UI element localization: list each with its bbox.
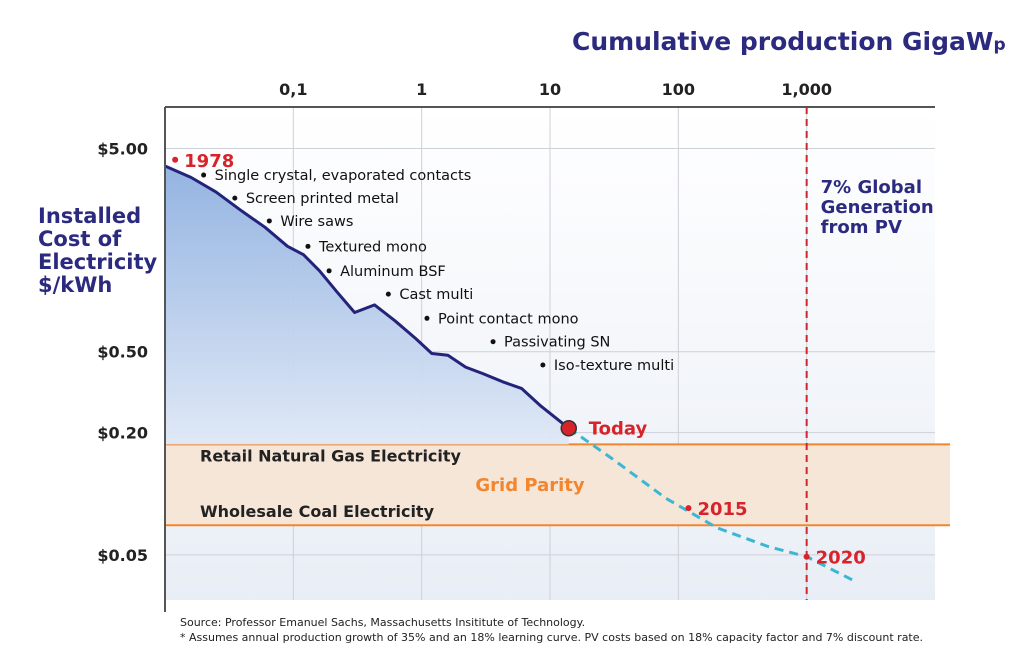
milestone-label: 1978 [184, 151, 234, 172]
milestone-marker [803, 553, 810, 560]
annotation-label: Textured mono [318, 239, 427, 255]
x-tick-label: 10 [539, 80, 561, 99]
annotation-label: Passivating SN [504, 335, 610, 351]
annotation-label: Iso-texture multi [554, 358, 674, 374]
retail-gas-label: Retail Natural Gas Electricity [200, 446, 462, 465]
annotation-dot [266, 218, 272, 224]
y-tick-label: $0.50 [97, 343, 148, 362]
y-axis-label-line: Electricity [38, 250, 158, 274]
y-axis-label-line: Cost of [38, 227, 122, 251]
chart-title: Cumulative production GigaWp [572, 27, 1006, 56]
grid-parity-label: Grid Parity [475, 475, 584, 496]
milestone-label: 2015 [697, 499, 747, 520]
annotation-dot [326, 268, 332, 274]
annotation-dot [232, 195, 238, 201]
global-generation-label: Generation [821, 197, 934, 218]
assumption-footnote: * Assumes annual production growth of 35… [180, 631, 924, 644]
milestone-marker [685, 505, 692, 512]
y-tick-label: $0.05 [97, 546, 148, 565]
global-generation-label: 7% Global [821, 177, 922, 198]
annotation-label: Single crystal, evaporated contacts [215, 168, 472, 184]
historical-cost-line [164, 164, 570, 430]
annotation-dot [424, 315, 430, 321]
historical-cost-area [165, 166, 569, 445]
milestone-label: 2020 [816, 548, 866, 569]
annotation-label: Aluminum BSF [340, 264, 446, 280]
annotation-dot [540, 362, 546, 368]
y-axis-label-line: Installed [38, 204, 141, 228]
y-tick-label: $5.00 [97, 139, 148, 158]
grid-parity-band [165, 444, 950, 526]
chart-title-subscript: p [993, 35, 1005, 55]
milestone-marker [172, 156, 179, 163]
annotation-dot [490, 339, 496, 345]
annotation-dot [385, 291, 391, 297]
annotation-label: Screen printed metal [246, 191, 399, 207]
y-tick-label: $0.20 [97, 424, 148, 443]
annotation-dot [305, 243, 311, 249]
x-tick-label: 0,1 [279, 80, 307, 99]
annotation-label: Cast multi [399, 287, 473, 303]
x-tick-label: 100 [662, 80, 695, 99]
annotation-label: Wire saws [280, 214, 353, 230]
milestone-today-marker [560, 420, 578, 437]
x-tick-label: 1,000 [781, 80, 832, 99]
chart-title-main: Cumulative production GigaW [572, 27, 993, 56]
annotation-label: Point contact mono [438, 311, 579, 327]
source-footnote: Source: Professor Emanuel Sachs, Massach… [180, 616, 586, 629]
wholesale-coal-label: Wholesale Coal Electricity [200, 502, 435, 521]
global-generation-label: from PV [821, 217, 902, 238]
annotation-dot [201, 172, 207, 178]
y-axis-label-line: $/kWh [38, 273, 112, 297]
x-tick-label: 1 [416, 80, 427, 99]
milestone-today-label: Today [589, 418, 648, 439]
